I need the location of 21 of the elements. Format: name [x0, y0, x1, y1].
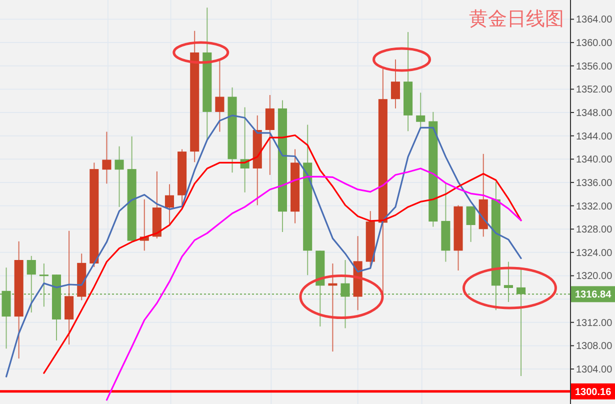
- y-tick-label: 1364.00: [576, 14, 613, 26]
- ref-line-label: 1300.16: [575, 386, 612, 398]
- y-tick-label: 1312.00: [576, 318, 613, 329]
- line-series: [106, 168, 522, 401]
- y-tick-label: 1332.00: [576, 201, 613, 212]
- y-tick-label: 1340.00: [576, 154, 613, 166]
- y-tick-label: 1304.00: [576, 364, 613, 376]
- y-tick-label: 1328.00: [576, 224, 613, 236]
- line-series: [5, 114, 522, 378]
- line-series: [43, 134, 522, 374]
- y-tick-label: 1356.00: [576, 61, 613, 72]
- y-tick-label: 1344.00: [576, 131, 613, 142]
- y-tick-label: 1320.00: [576, 271, 613, 282]
- text: 黄金日线图: [469, 9, 564, 30]
- y-tick-label: 1308.00: [576, 341, 613, 352]
- ref-line-label: 1316.84: [575, 290, 612, 301]
- y-tick-label: 1360.00: [576, 38, 613, 50]
- y-tick-label: 1336.00: [576, 178, 613, 189]
- y-tick-label: 1352.00: [576, 84, 613, 96]
- y-tick-label: 1324.00: [576, 248, 613, 259]
- y-tick-label: 1348.00: [576, 108, 613, 120]
